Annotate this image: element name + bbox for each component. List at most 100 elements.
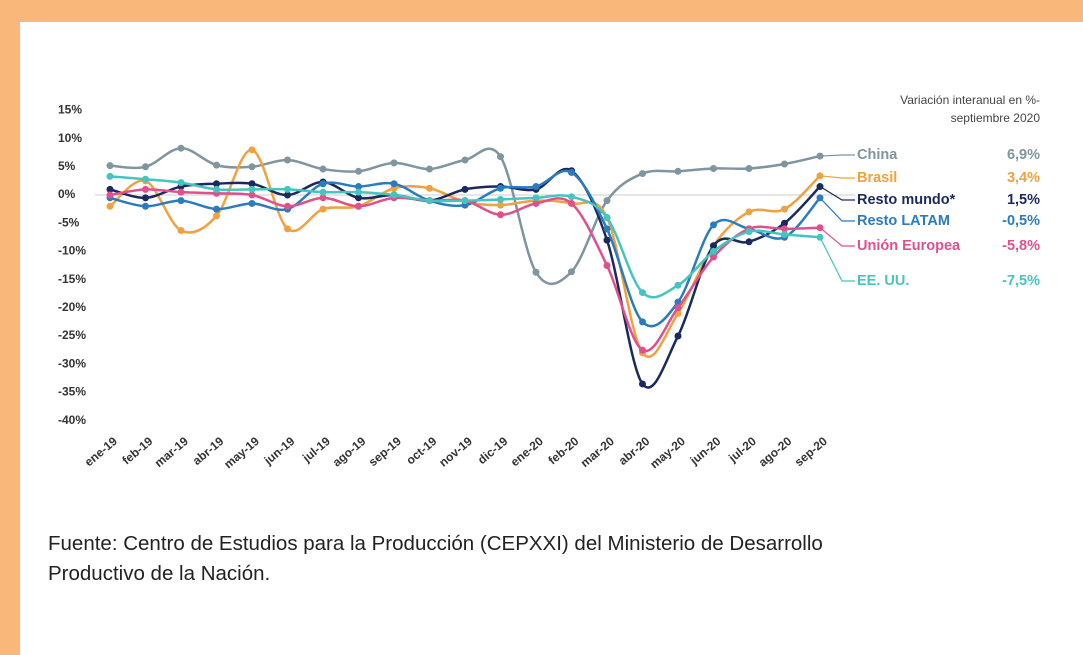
series-line	[109, 146, 821, 285]
point	[426, 184, 433, 192]
point	[497, 153, 504, 161]
y-tick-label: 0%	[58, 187, 76, 201]
source: Productivo de la Nación.	[48, 562, 271, 585]
point	[284, 156, 291, 164]
point	[248, 180, 256, 188]
y-tick-label: 10%	[58, 131, 82, 145]
legend-label: Brasil	[857, 170, 897, 186]
point	[284, 191, 291, 199]
point	[781, 225, 788, 233]
point	[319, 165, 327, 173]
end-value-label: 6,9%	[1007, 147, 1040, 163]
point	[213, 185, 220, 193]
legend-label: Resto LATAM	[857, 213, 950, 229]
point	[284, 225, 291, 233]
y-tick-label: -40%	[58, 413, 86, 427]
source: Fuente: Centro de Estudios para la Produ…	[48, 532, 823, 555]
x-tick-label: may-20	[647, 434, 688, 472]
leader-line	[819, 154, 855, 157]
end-value-label: -0,5%	[1002, 213, 1040, 229]
point	[532, 199, 540, 207]
point	[497, 201, 504, 209]
point	[106, 172, 114, 180]
point	[284, 202, 291, 210]
point	[177, 188, 185, 196]
x-tick-label: feb-19	[119, 434, 155, 468]
point	[106, 191, 114, 199]
leader-line	[819, 237, 855, 282]
x-tick-label: jun-20	[687, 434, 724, 468]
point	[532, 183, 540, 191]
point	[639, 380, 646, 388]
x-tick-label: abr-19	[190, 434, 227, 468]
point	[355, 188, 362, 196]
point	[781, 219, 788, 227]
point	[497, 196, 504, 204]
point	[248, 199, 256, 207]
point	[106, 202, 114, 210]
point	[710, 242, 717, 250]
x-tick-label: ene-19	[82, 434, 120, 469]
point	[745, 238, 753, 246]
point	[568, 268, 575, 276]
leader-line	[819, 186, 855, 201]
end-value-label: 1,5%	[1007, 192, 1040, 208]
end-value-label: -5,8%	[1002, 238, 1040, 254]
point	[710, 247, 717, 255]
point	[674, 332, 682, 340]
series-line	[109, 169, 821, 328]
point	[248, 185, 256, 193]
point	[639, 346, 646, 354]
point	[355, 167, 362, 175]
x-tick-label: ene-20	[508, 434, 546, 469]
point	[461, 185, 469, 193]
end-value-label: 3,4%	[1007, 170, 1040, 186]
point	[674, 167, 682, 175]
point	[639, 170, 646, 178]
x-tick-label: jun-19	[261, 434, 298, 468]
point	[781, 230, 788, 238]
x-tick-label: nov-19	[436, 434, 475, 470]
point	[603, 197, 611, 205]
point	[426, 165, 433, 173]
point	[177, 227, 185, 235]
point	[106, 185, 114, 193]
point	[603, 225, 611, 233]
point	[142, 202, 149, 210]
point	[710, 221, 717, 229]
point	[603, 262, 611, 269]
point	[568, 199, 575, 207]
point	[674, 304, 682, 312]
x-tick-label: mar-20	[578, 434, 617, 470]
x-tick-label: dic-19	[475, 434, 511, 467]
y-tick-label: 5%	[58, 159, 76, 173]
point	[355, 194, 362, 202]
point	[142, 175, 149, 183]
point	[603, 214, 611, 222]
x-tick-label: sep-19	[366, 434, 404, 469]
leader-line	[819, 227, 855, 247]
point	[177, 197, 185, 205]
x-tick-label: mar-19	[152, 434, 191, 470]
y-tick-label: -15%	[58, 272, 86, 286]
point	[781, 160, 788, 168]
point	[319, 194, 327, 202]
legend-label: Resto mundo*	[857, 192, 956, 208]
point	[213, 180, 220, 188]
point	[390, 159, 398, 167]
point	[319, 180, 327, 188]
point	[284, 185, 291, 193]
x-tick-label: ago-20	[756, 434, 795, 470]
point	[106, 162, 114, 170]
y-tick-label: -25%	[58, 328, 86, 342]
point	[568, 193, 575, 201]
point	[213, 212, 220, 220]
point	[319, 188, 327, 196]
point	[213, 205, 220, 213]
x-tick-label: sep-20	[792, 434, 830, 469]
note: septiembre 2020	[951, 111, 1041, 125]
leader-line	[819, 197, 855, 222]
end-value-label: -7,5%	[1002, 273, 1040, 289]
